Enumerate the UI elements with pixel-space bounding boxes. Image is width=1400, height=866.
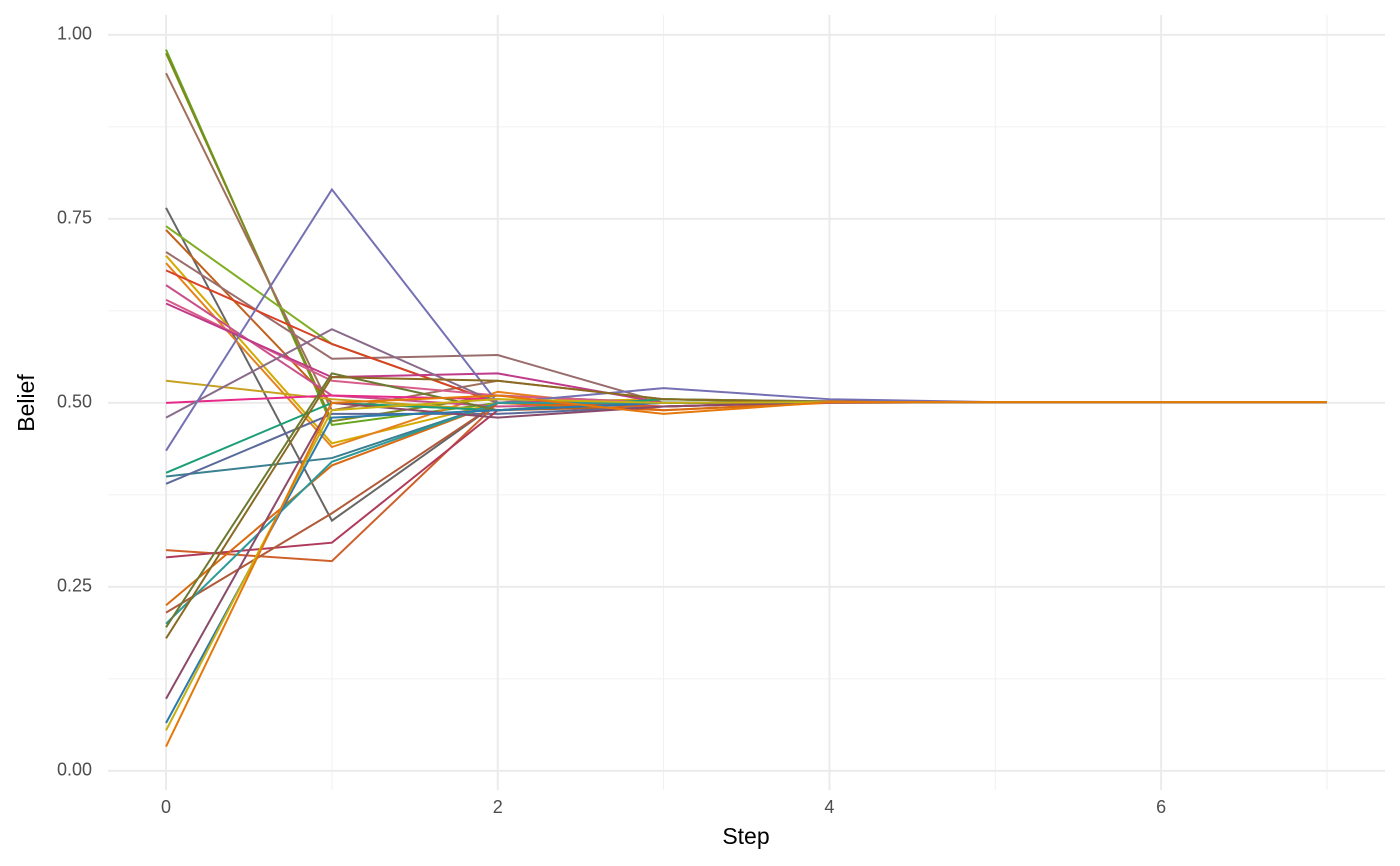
y-tick-label: 0.00 [57,760,92,780]
x-tick-label: 4 [824,797,834,817]
series-line [165,372,1327,628]
y-tick-label: 0.25 [57,576,92,596]
series-line [165,401,1327,607]
series-line [165,187,1327,452]
x-tick-label: 0 [161,797,171,817]
series-line [165,255,1327,445]
y-tick-label: 0.75 [57,208,92,228]
series-line [165,284,1327,408]
x-tick-label: 2 [493,797,503,817]
series-line [165,398,1327,731]
series-line [165,394,1327,748]
series-line [165,401,1327,559]
series-line [165,298,1327,404]
series-line [165,52,1327,423]
series-line [165,401,1327,625]
series-line [165,207,1327,523]
series-line [165,401,1327,614]
series-line [165,251,1327,404]
x-axis-title: Step [722,823,769,849]
series-line [165,269,1327,404]
y-axis-title: Belief [13,374,39,432]
series-line [165,401,1327,485]
series-line [165,229,1327,412]
series-line [165,302,1327,404]
series-line [165,401,1327,700]
y-tick-label: 0.50 [57,392,92,412]
series-line [165,72,1327,412]
y-tick-label: 1.00 [57,24,92,44]
series-line [165,49,1327,427]
series-line [165,401,1327,724]
x-tick-label: 6 [1156,797,1166,817]
